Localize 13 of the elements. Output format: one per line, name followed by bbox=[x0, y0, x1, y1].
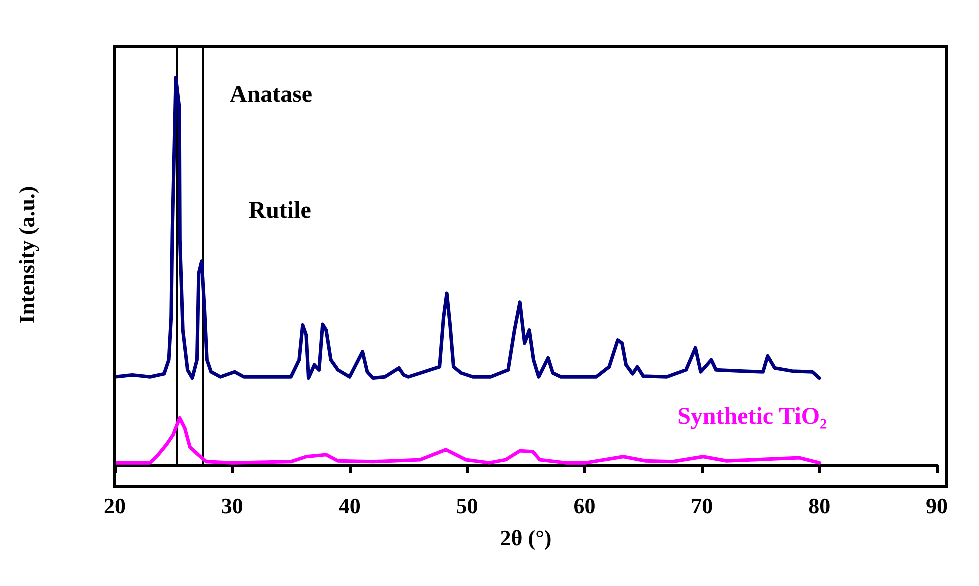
x-tick-label: 70 bbox=[691, 494, 714, 518]
x-tick-label: 80 bbox=[808, 494, 831, 518]
x-tick-label: 60 bbox=[574, 494, 596, 518]
x-axis-title: 2θ (°) bbox=[500, 526, 552, 550]
x-tick-label: 40 bbox=[338, 494, 361, 518]
x-tick-label: 20 bbox=[104, 494, 126, 518]
series-label: Synthetic TiO₂ bbox=[678, 404, 828, 430]
y-axis-title: Intensity (a.u.) bbox=[14, 186, 40, 324]
x-tick-label: 30 bbox=[221, 494, 244, 518]
ref-line-label: Anatase bbox=[230, 82, 313, 108]
ref-line-label: Rutile bbox=[248, 198, 312, 224]
x-tick-label: 90 bbox=[926, 494, 948, 518]
x-tick-label: 50 bbox=[456, 494, 478, 518]
